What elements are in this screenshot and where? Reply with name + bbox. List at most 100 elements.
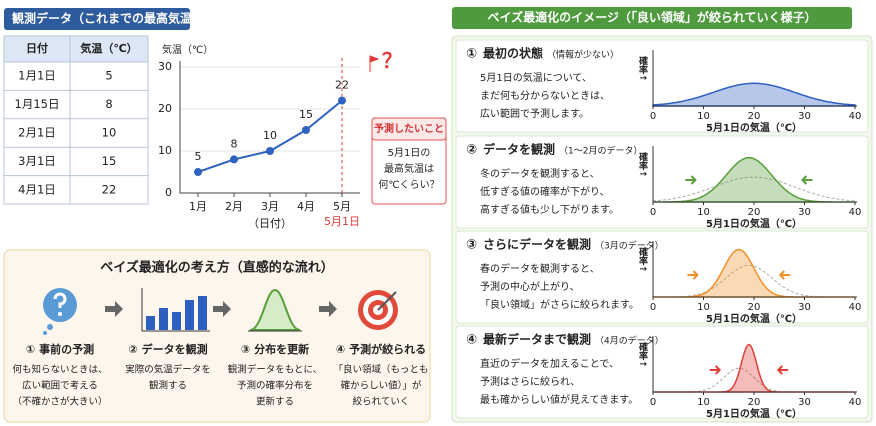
flag: [369, 55, 380, 72]
callout-text: 最高気温は: [384, 162, 434, 175]
target-label: 5月1日: [324, 215, 360, 228]
arrow: [687, 270, 699, 280]
y-axis-title: 気温（℃）: [162, 43, 213, 56]
panel-number: ③: [466, 238, 477, 253]
panel-title: データを観測: [483, 142, 555, 157]
panel-text: 直近のデータを加えることで、: [480, 357, 619, 370]
y-tick-label: 30: [158, 60, 172, 73]
panel-note: （情報が少ない）: [547, 49, 619, 61]
table-header: [3, 35, 149, 63]
panel-text: 5月1日の気温について、: [480, 71, 592, 84]
table-cell: 5: [105, 69, 112, 83]
arrow: [776, 365, 789, 375]
step-text: 絞られていく: [353, 396, 410, 408]
icon-target: [358, 290, 398, 330]
observed-header: [4, 8, 190, 30]
step-text: 予測の確率分布を: [237, 380, 313, 392]
step-text: （不確かさが大きい）: [12, 396, 107, 408]
x-axis-title: （日付）: [248, 217, 292, 230]
step-text: 観測データをもとに、: [228, 364, 323, 376]
x-tick-label: 0: [650, 397, 656, 408]
panel-text: 広い範囲で予測します。: [480, 107, 589, 120]
y-axis-title: 確率↑: [637, 55, 648, 82]
x-tick-label: 0: [650, 302, 656, 313]
data-label: 22: [335, 79, 349, 92]
data-label: 5: [195, 150, 202, 163]
x-tick-label: 10: [697, 111, 710, 122]
data-label: 10: [263, 129, 277, 142]
panel-text: 春のデータを観測すると、: [480, 262, 600, 275]
panel-title: 最新データまで観測: [483, 332, 591, 347]
x-axis-title: 5月1日の気温（℃）: [706, 407, 802, 420]
step-text: 更新する: [256, 396, 294, 408]
table-cell: 15: [102, 154, 117, 168]
arrow: [801, 175, 813, 185]
panel-number: ②: [466, 143, 477, 158]
point: [338, 96, 346, 105]
arrow: [778, 270, 791, 280]
axes: [179, 61, 360, 194]
table-cell: 3月1日: [18, 154, 56, 168]
x-tick-label: 40: [849, 207, 862, 218]
image-header: [452, 7, 852, 29]
arrow: [709, 365, 722, 375]
x-axis-title: 5月1日の気温（℃）: [706, 121, 802, 134]
table-cell: 1月15日: [15, 97, 60, 111]
table-cell: 22: [102, 182, 117, 196]
point: [230, 155, 238, 164]
table-cell: 1月1日: [18, 69, 56, 83]
step-title: ① 事前の予測: [26, 342, 94, 356]
point: [266, 147, 274, 155]
x-tick-label: 2月: [225, 200, 243, 213]
step-text: 「良い領域（もっとも: [333, 364, 428, 376]
x-tick-label: 20: [748, 111, 761, 122]
x-tick-label: 0: [650, 207, 656, 218]
panel-note: （3月のデータ）: [595, 240, 664, 252]
panel-text: 「良い領域」がさらに絞られます。: [480, 298, 639, 311]
x-tick-label: 20: [748, 397, 761, 408]
callout-title: 予測したいこと: [374, 122, 444, 135]
step-title: ② データを観測: [128, 342, 207, 356]
panel-text: 高すぎる値も少し下がります。: [480, 203, 619, 216]
panel-text: 最も確からしい値が見えてきます。: [480, 393, 638, 406]
x-tick-label: 0: [650, 111, 656, 122]
x-tick-label: 40: [849, 397, 862, 408]
panel-title: さらにデータを観測: [483, 237, 591, 252]
step-text: 確からしい値）」が: [341, 380, 422, 392]
flow-title: ベイズ最適化の考え方（直感的な流れ）: [100, 260, 334, 276]
panel: [455, 39, 869, 133]
table-cell: 8: [105, 97, 112, 111]
y-tick-label: 10: [158, 144, 172, 157]
step-text: 観測する: [149, 380, 187, 392]
x-tick-label: 40: [849, 302, 862, 313]
point: [194, 168, 202, 176]
panel: [455, 230, 869, 324]
x-axis-title: 5月1日の気温（℃）: [706, 217, 802, 230]
y-axis-title: 確率↑: [637, 341, 648, 368]
step-title: ③ 分布を更新: [241, 342, 309, 356]
x-tick-label: 30: [798, 397, 811, 408]
panel-text: 低すぎる値の確率が下がり、: [480, 185, 610, 198]
step-text: 実際の気温データを: [125, 364, 211, 376]
table-header-cell: 日付: [26, 41, 48, 55]
point: [302, 126, 310, 134]
x-tick-label: 20: [748, 207, 761, 218]
step-text: 広い範囲で考える: [22, 380, 98, 392]
step-title: ④ 予測が絞られる: [336, 342, 426, 356]
y-tick-label: 20: [158, 102, 172, 115]
x-tick-label: 1月: [189, 200, 207, 213]
y-axis-title: 確率↑: [637, 246, 648, 273]
x-tick-label: 10: [697, 207, 710, 218]
table-cell: 4月1日: [18, 182, 56, 196]
data-label: 15: [299, 108, 313, 121]
data-label: 8: [231, 137, 238, 150]
x-tick-label: 5月: [333, 200, 351, 213]
question-mark: ？: [382, 49, 402, 73]
callout-text: 何℃くらい？: [378, 178, 439, 191]
x-tick-label: 4月: [297, 200, 315, 213]
panel-text: まだ何も分からないときは、: [480, 89, 610, 102]
panel-note: （1〜2月のデータ）: [559, 145, 642, 157]
panel-number: ④: [466, 333, 477, 348]
panel-number: ①: [466, 47, 477, 62]
